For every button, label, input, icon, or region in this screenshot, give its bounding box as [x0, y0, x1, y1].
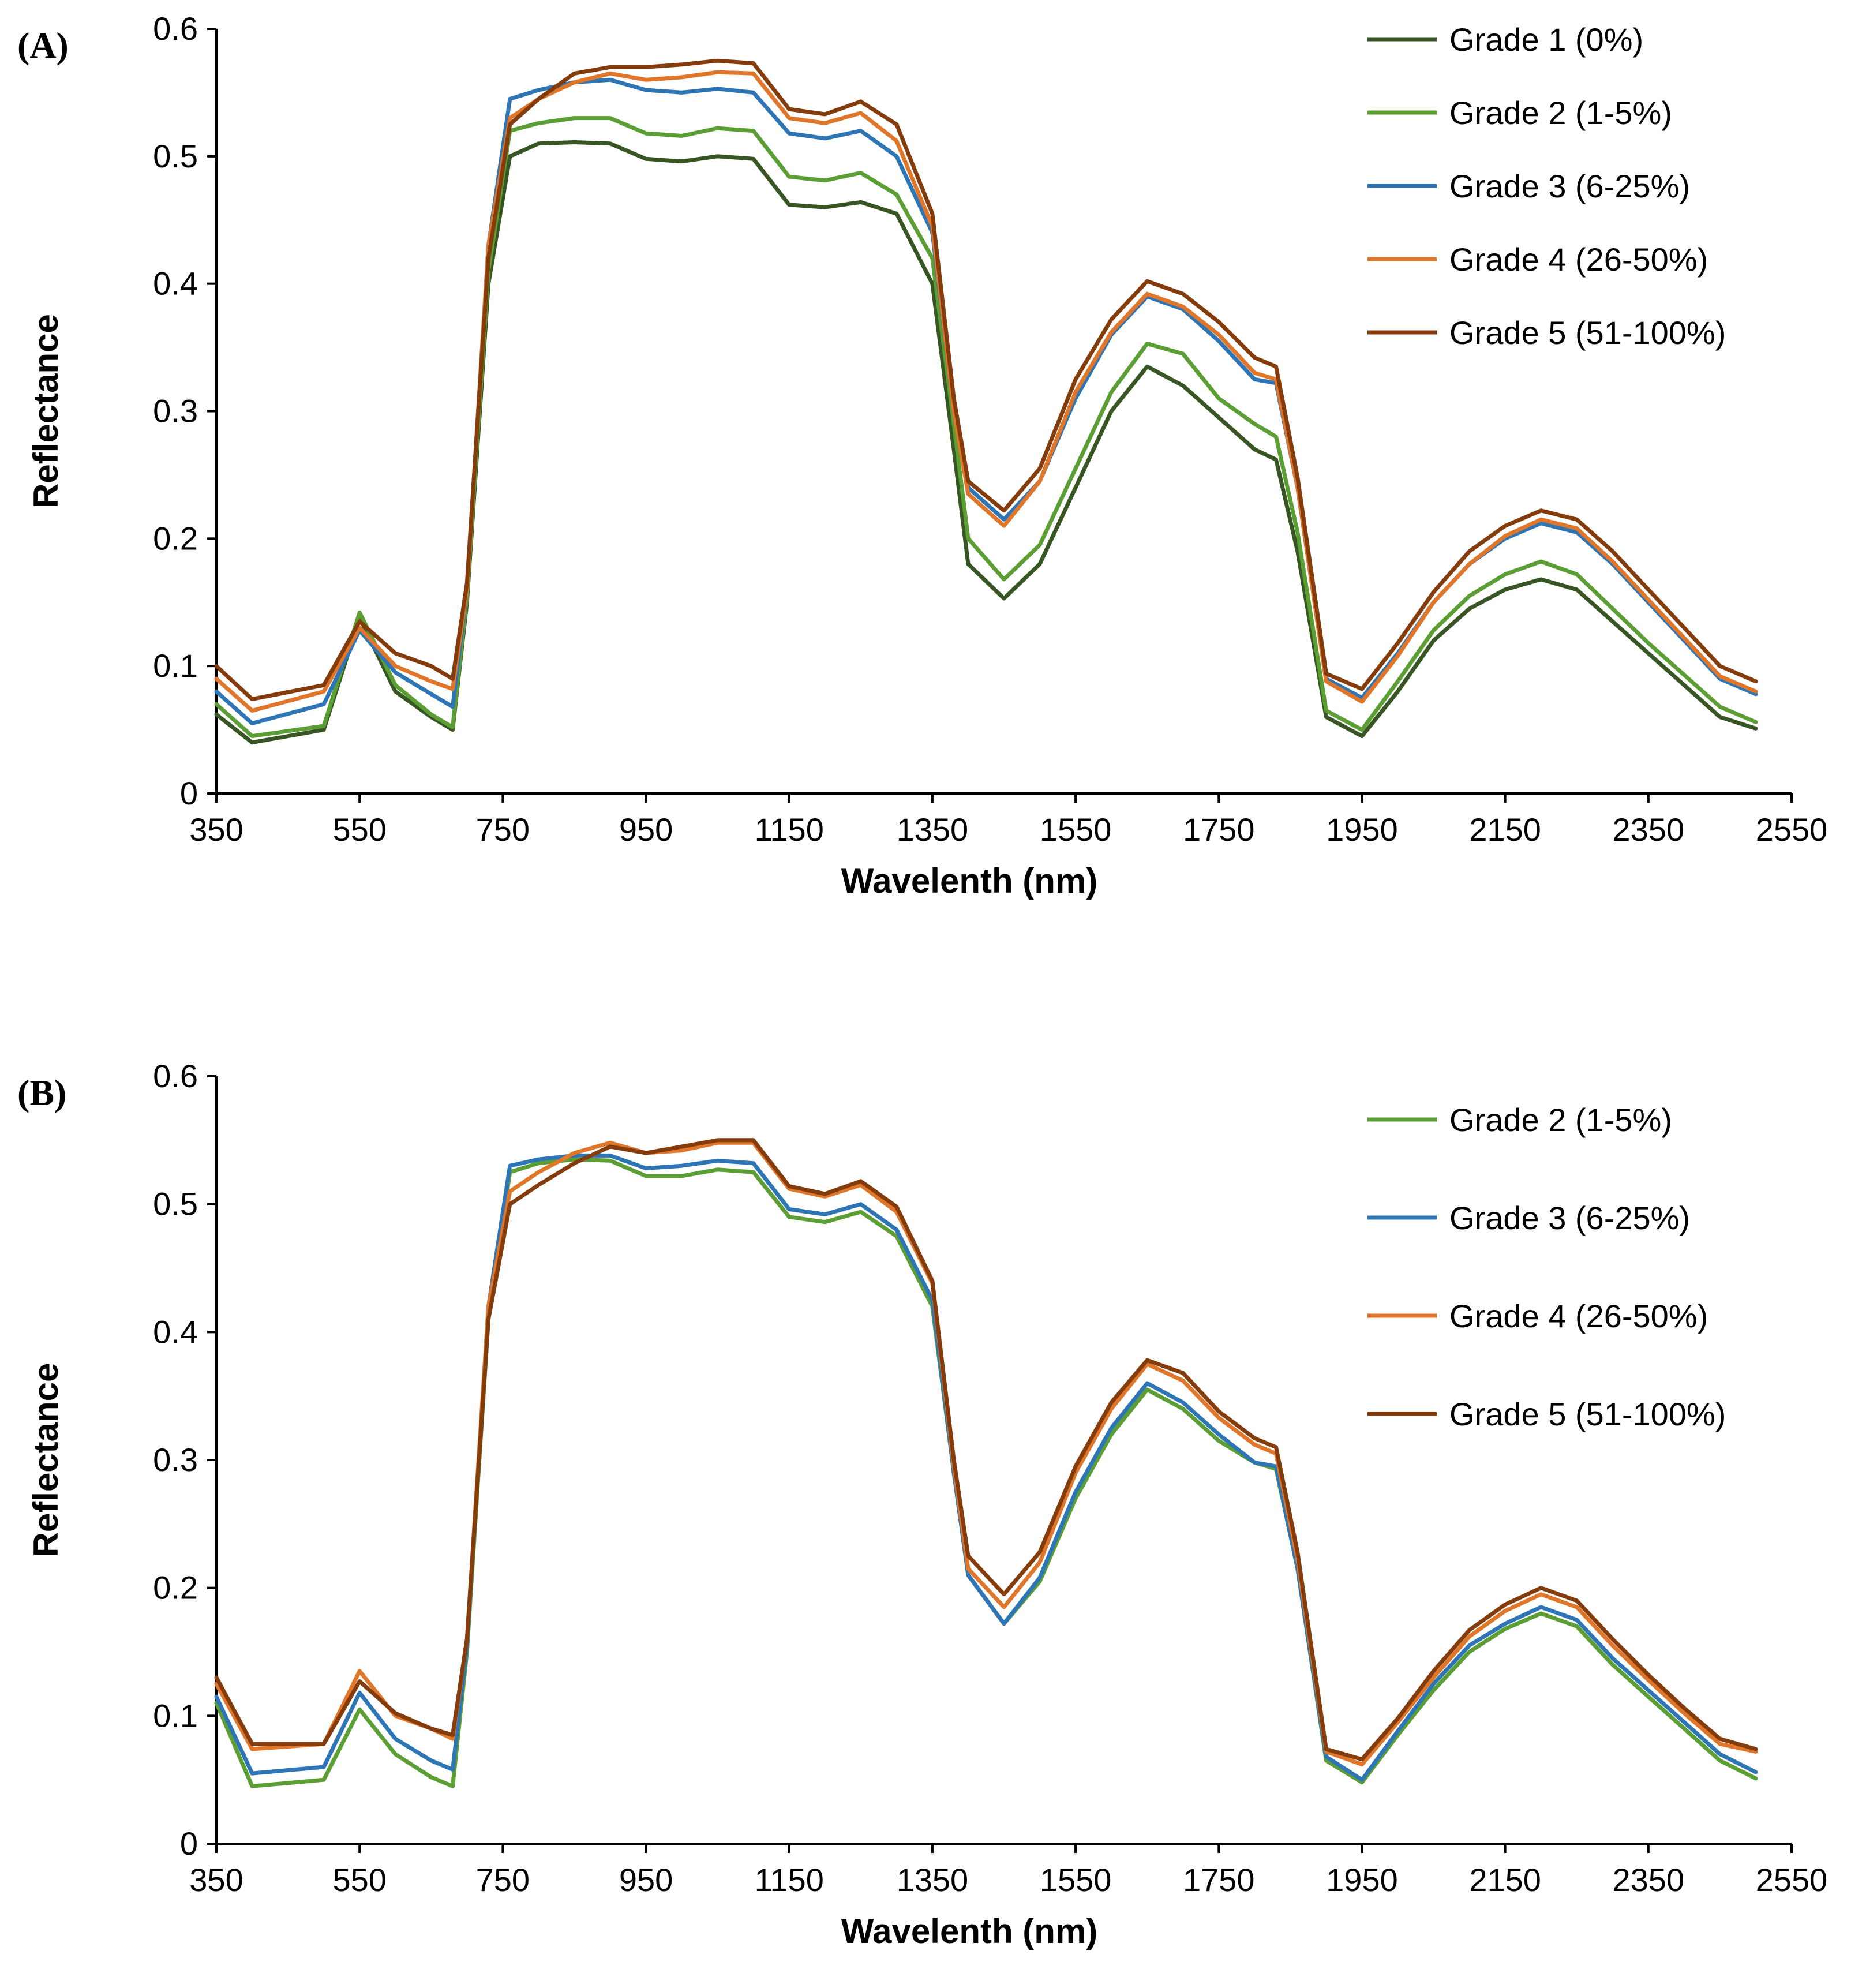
- legend-label: Grade 3 (6-25%): [1449, 1200, 1690, 1236]
- x-axis-title: Wavelenth (nm): [841, 1912, 1097, 1950]
- panel-label: (A): [17, 25, 69, 66]
- x-tick-label: 2350: [1613, 811, 1685, 848]
- y-tick-label: 0.1: [153, 647, 198, 684]
- x-tick-label: 1750: [1183, 811, 1255, 848]
- y-axis-title: Reflectance: [27, 314, 65, 508]
- legend-label: Grade 4 (26-50%): [1449, 241, 1708, 278]
- y-tick-label: 0.5: [153, 138, 198, 174]
- y-tick-label: 0.5: [153, 1186, 198, 1222]
- panel-b: (B) 0 0.1 0.2 0.3 0.4 0.5 0.6 350 550 750 950 1150 13…: [17, 1058, 1827, 1950]
- x-tick-label: 350: [189, 811, 243, 848]
- y-tick-label: 0.6: [153, 1058, 198, 1094]
- x-tick-label: 1150: [755, 1862, 824, 1898]
- x-axis-title: Wavelenth (nm): [841, 862, 1097, 900]
- y-tick-label: 0: [180, 1825, 198, 1862]
- x-tick-label: 2550: [1756, 811, 1828, 848]
- legend-label: Grade 4 (26-50%): [1449, 1298, 1708, 1334]
- x-tick-label: 950: [619, 1862, 673, 1898]
- x-tick-label: 350: [189, 1862, 243, 1898]
- legend-label: Grade 1 (0%): [1449, 21, 1643, 58]
- y-axis-title: Reflectance: [27, 1363, 65, 1558]
- y-tick-label: 0.4: [153, 1313, 198, 1350]
- legend-label: Grade 2 (1-5%): [1449, 95, 1672, 131]
- series-line-grade-3: [214, 1153, 1758, 1782]
- panel-a: (A) 0 0.1 0.2 0.3 0.4 0.5 0.6 350 550 750 950 1150 13…: [17, 10, 1827, 900]
- y-tick-label: 0.1: [153, 1697, 198, 1734]
- x-tick-label: 1150: [755, 811, 824, 848]
- x-tick-label: 1350: [897, 1862, 969, 1898]
- x-tick-label: 550: [332, 1862, 386, 1898]
- y-tick-label: 0.3: [153, 1442, 198, 1478]
- y-tick-label: 0.2: [153, 520, 198, 556]
- x-tick-label: 1950: [1326, 811, 1398, 848]
- y-tick-label: 0.2: [153, 1570, 198, 1606]
- y-tick-label: 0.3: [153, 393, 198, 429]
- x-tick-label: 550: [332, 811, 386, 848]
- y-tick-label: 0.4: [153, 265, 198, 302]
- series-line-grade-1: [214, 140, 1758, 745]
- x-tick-label: 750: [476, 1862, 530, 1898]
- y-tick-label: 0: [180, 775, 198, 811]
- legend-label: Grade 5 (51-100%): [1449, 315, 1726, 351]
- x-tick-label: 750: [476, 811, 530, 848]
- x-tick-label: 1550: [1040, 1862, 1112, 1898]
- series-line-grade-2: [214, 116, 1758, 739]
- legend-label: Grade 3 (6-25%): [1449, 168, 1690, 204]
- legend-label: Grade 5 (51-100%): [1449, 1396, 1726, 1432]
- y-tick-label: 0.6: [153, 10, 198, 47]
- series-line-grade-2: [214, 1157, 1758, 1788]
- x-tick-label: 2550: [1756, 1862, 1828, 1898]
- series-line-grade-5: [214, 1138, 1758, 1762]
- legend-label: Grade 2 (1-5%): [1449, 1102, 1672, 1138]
- x-tick-label: 1350: [897, 811, 969, 848]
- x-tick-label: 2150: [1469, 1862, 1541, 1898]
- x-tick-label: 1950: [1326, 1862, 1398, 1898]
- series-line-grade-5: [214, 58, 1758, 702]
- x-tick-label: 2150: [1469, 811, 1541, 848]
- x-tick-label: 2350: [1613, 1862, 1685, 1898]
- x-tick-label: 1750: [1183, 1862, 1255, 1898]
- x-tick-label: 1550: [1040, 811, 1112, 848]
- x-tick-label: 950: [619, 811, 673, 848]
- panel-label: (B): [17, 1072, 66, 1113]
